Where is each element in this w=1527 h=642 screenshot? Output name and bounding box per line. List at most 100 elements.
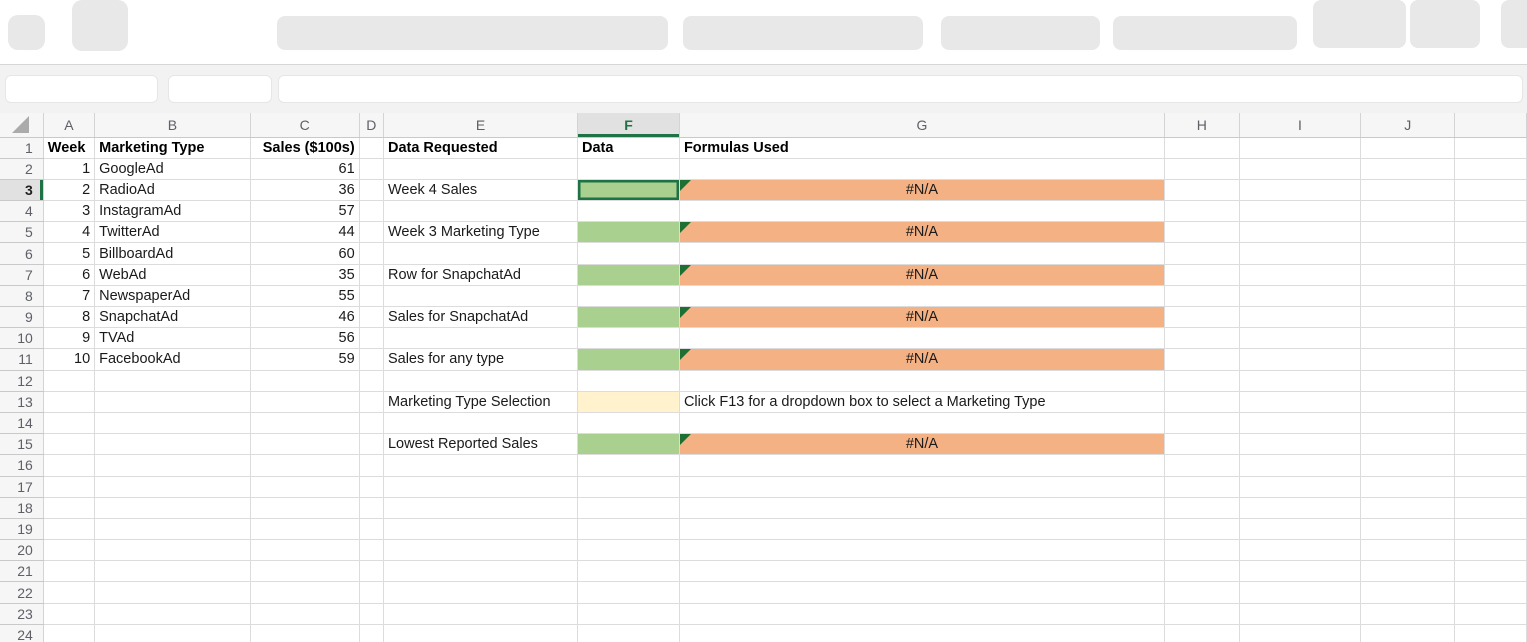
cell-I21[interactable] [1239, 560, 1362, 583]
row-header-3[interactable]: 3 [0, 179, 44, 202]
cell-F20[interactable] [577, 539, 680, 562]
cell-G22[interactable] [679, 581, 1165, 604]
cell-G14[interactable] [679, 412, 1165, 435]
cell-G7[interactable]: #N/A [679, 264, 1165, 286]
cell-B10[interactable]: TVAd [94, 327, 251, 350]
cell-G17[interactable] [679, 476, 1165, 498]
cell-C10[interactable]: 56 [250, 327, 360, 350]
cell-E15[interactable]: Lowest Reported Sales [383, 433, 579, 456]
row-header-1[interactable]: 1 [0, 137, 44, 159]
cell-D23[interactable] [359, 603, 384, 625]
cell-E20[interactable] [383, 539, 579, 562]
cell-C7[interactable]: 35 [250, 264, 360, 286]
cell-E12[interactable] [383, 370, 579, 392]
cell-H3[interactable] [1164, 179, 1240, 202]
cell-D13[interactable] [359, 391, 384, 413]
cell-A18[interactable] [43, 497, 96, 519]
cell-H11[interactable] [1164, 348, 1240, 371]
cell-J16[interactable] [1360, 454, 1456, 477]
row-header-17[interactable]: 17 [0, 476, 44, 498]
cell-F7[interactable] [577, 264, 680, 286]
cell-G2[interactable] [679, 158, 1165, 180]
cell-E7[interactable]: Row for SnapchatAd [383, 264, 579, 286]
cell-D12[interactable] [359, 370, 384, 392]
cell-B14[interactable] [94, 412, 251, 435]
row-header-13[interactable]: 13 [0, 391, 44, 413]
cell-H20[interactable] [1164, 539, 1240, 562]
cell-C3[interactable]: 36 [250, 179, 360, 202]
cell-F9[interactable] [577, 306, 680, 329]
cell-C24[interactable] [250, 624, 360, 642]
cell-E10[interactable] [383, 327, 579, 350]
cell-E18[interactable] [383, 497, 579, 519]
cell-C13[interactable] [250, 391, 360, 413]
row-header-24[interactable]: 24 [0, 624, 44, 642]
cell-B20[interactable] [94, 539, 251, 562]
row-header-16[interactable]: 16 [0, 454, 44, 477]
cell-D24[interactable] [359, 624, 384, 642]
cell-A14[interactable] [43, 412, 96, 435]
cell-G1[interactable]: Formulas Used [679, 137, 1165, 159]
cell-J18[interactable] [1360, 497, 1456, 519]
row-header-12[interactable]: 12 [0, 370, 44, 392]
cell-C19[interactable] [250, 518, 360, 541]
cell-C14[interactable] [250, 412, 360, 435]
cell-A15[interactable] [43, 433, 96, 456]
cell-F12[interactable] [577, 370, 680, 392]
cell-B3[interactable]: RadioAd [94, 179, 251, 202]
cell-H12[interactable] [1164, 370, 1240, 392]
cell-C9[interactable]: 46 [250, 306, 360, 329]
cell-F23[interactable] [577, 603, 680, 625]
cell-G12[interactable] [679, 370, 1165, 392]
cell-D22[interactable] [359, 581, 384, 604]
cell-C16[interactable] [250, 454, 360, 477]
cell-E11[interactable]: Sales for any type [383, 348, 579, 371]
cell-J4[interactable] [1360, 200, 1456, 223]
row-header-15[interactable]: 15 [0, 433, 44, 456]
cell-A19[interactable] [43, 518, 96, 541]
cell-J8[interactable] [1360, 285, 1456, 308]
cell-G9[interactable]: #N/A [679, 306, 1165, 329]
cell-H16[interactable] [1164, 454, 1240, 477]
cell-D3[interactable] [359, 179, 384, 202]
cell-J15[interactable] [1360, 433, 1456, 456]
cell-I1[interactable] [1239, 137, 1362, 159]
cell-B19[interactable] [94, 518, 251, 541]
cell-J20[interactable] [1360, 539, 1456, 562]
cell-G3[interactable]: #N/A [679, 179, 1165, 202]
cell-J23[interactable] [1360, 603, 1456, 625]
column-header-C[interactable]: C [250, 113, 360, 138]
cell-C8[interactable]: 55 [250, 285, 360, 308]
cell-G24[interactable] [679, 624, 1165, 642]
cell-A16[interactable] [43, 454, 96, 477]
cell-B7[interactable]: WebAd [94, 264, 251, 286]
column-header-G[interactable]: G [679, 113, 1165, 138]
row-header-18[interactable]: 18 [0, 497, 44, 519]
cell-G16[interactable] [679, 454, 1165, 477]
cell-J13[interactable] [1360, 391, 1456, 413]
cell-J6[interactable] [1360, 242, 1456, 265]
cell-H18[interactable] [1164, 497, 1240, 519]
cell-J7[interactable] [1360, 264, 1456, 286]
cell-E8[interactable] [383, 285, 579, 308]
cell-G15[interactable]: #N/A [679, 433, 1165, 456]
cell-A8[interactable]: 7 [43, 285, 96, 308]
cell-A13[interactable] [43, 391, 96, 413]
cell-C23[interactable] [250, 603, 360, 625]
cell-F18[interactable] [577, 497, 680, 519]
cell-G11[interactable]: #N/A [679, 348, 1165, 371]
cell-A2[interactable]: 1 [43, 158, 96, 180]
cell-I7[interactable] [1239, 264, 1362, 286]
cell-A20[interactable] [43, 539, 96, 562]
cell-H10[interactable] [1164, 327, 1240, 350]
cell-G21[interactable] [679, 560, 1165, 583]
cell-F10[interactable] [577, 327, 680, 350]
cell-F13[interactable] [577, 391, 680, 413]
row-header-8[interactable]: 8 [0, 285, 44, 308]
cell-D9[interactable] [359, 306, 384, 329]
cell-G5[interactable]: #N/A [679, 221, 1165, 244]
cell-J10[interactable] [1360, 327, 1456, 350]
cell-A5[interactable]: 4 [43, 221, 96, 244]
cell-I3[interactable] [1239, 179, 1362, 202]
row-header-5[interactable]: 5 [0, 221, 44, 244]
